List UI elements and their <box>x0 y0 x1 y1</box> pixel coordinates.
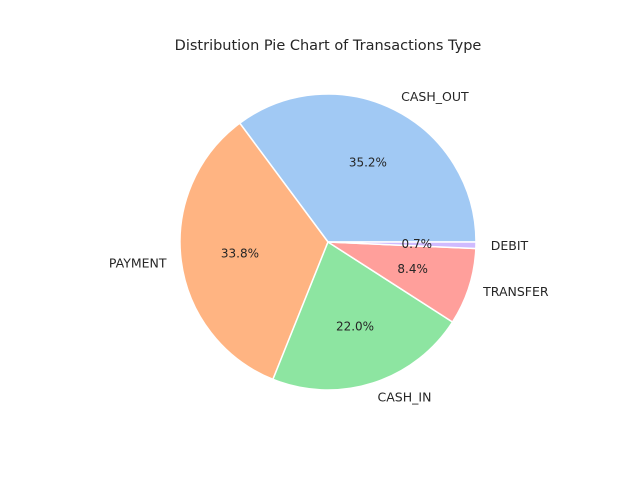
slice-pct-cash-out: 35.2% <box>349 156 387 170</box>
slice-label-transfer: TRANSFER <box>482 284 549 299</box>
slice-label-cash-out: CASH_OUT <box>401 89 469 104</box>
pie-slice-cash-out <box>239 93 477 243</box>
slice-pct-transfer: 8.4% <box>397 262 428 276</box>
pie-slices <box>179 93 477 391</box>
slice-label-cash-in: CASH_IN <box>378 390 432 405</box>
chart-title: Distribution Pie Chart of Transactions T… <box>175 38 482 54</box>
slice-pct-payment: 33.8% <box>221 246 259 260</box>
slice-label-payment: PAYMENT <box>109 255 167 270</box>
pie-slice-cash-in <box>272 241 454 391</box>
slice-pct-debit: 0.7% <box>402 237 433 251</box>
pie-labels: CASH_OUT 35.2% PAYMENT 33.8% CASH_IN 22.0% TRA… <box>109 89 549 405</box>
slice-label-debit: DEBIT <box>491 238 529 253</box>
pie-slice-payment <box>179 122 329 381</box>
pie-slice-debit <box>327 241 477 250</box>
slice-pct-cash-in: 22.0% <box>336 320 374 334</box>
